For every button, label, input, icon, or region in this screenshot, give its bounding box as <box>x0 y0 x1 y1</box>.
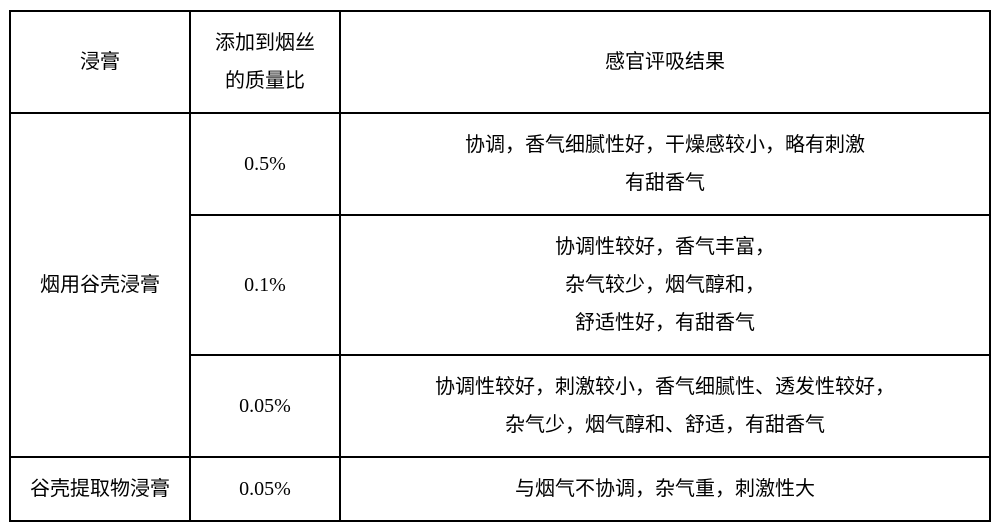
header-result: 感官评吸结果 <box>340 11 990 113</box>
table-header-row: 浸膏 添加到烟丝 的质量比 感官评吸结果 <box>10 11 990 113</box>
header-ratio: 添加到烟丝 的质量比 <box>190 11 340 113</box>
cell-ratio-1: 0.5% <box>190 113 340 215</box>
cell-extract-2: 谷壳提取物浸膏 <box>10 457 190 521</box>
cell-result-4: 与烟气不协调，杂气重，刺激性大 <box>340 457 990 521</box>
result-line: 舒适性好，有甜香气 <box>349 304 981 342</box>
cell-ratio-4: 0.05% <box>190 457 340 521</box>
result-line: 协调性较好，香气丰富， <box>349 228 981 266</box>
table-row: 烟用谷壳浸膏 0.5% 协调，香气细腻性好，干燥感较小，略有刺激 有甜香气 <box>10 113 990 215</box>
header-extract: 浸膏 <box>10 11 190 113</box>
sensory-evaluation-table: 浸膏 添加到烟丝 的质量比 感官评吸结果 烟用谷壳浸膏 0.5% 协调，香气细腻… <box>9 10 991 522</box>
header-ratio-line2: 的质量比 <box>199 62 331 100</box>
cell-result-2: 协调性较好，香气丰富， 杂气较少，烟气醇和， 舒适性好，有甜香气 <box>340 215 990 355</box>
table-row: 谷壳提取物浸膏 0.05% 与烟气不协调，杂气重，刺激性大 <box>10 457 990 521</box>
result-line: 有甜香气 <box>349 164 981 202</box>
cell-extract-1: 烟用谷壳浸膏 <box>10 113 190 457</box>
header-ratio-line1: 添加到烟丝 <box>199 24 331 62</box>
result-line: 杂气少，烟气醇和、舒适，有甜香气 <box>349 406 981 444</box>
result-line: 协调性较好，刺激较小，香气细腻性、透发性较好， <box>349 368 981 406</box>
result-line: 协调，香气细腻性好，干燥感较小，略有刺激 <box>349 126 981 164</box>
cell-result-3: 协调性较好，刺激较小，香气细腻性、透发性较好， 杂气少，烟气醇和、舒适，有甜香气 <box>340 355 990 457</box>
cell-result-1: 协调，香气细腻性好，干燥感较小，略有刺激 有甜香气 <box>340 113 990 215</box>
result-line: 杂气较少，烟气醇和， <box>349 266 981 304</box>
cell-ratio-2: 0.1% <box>190 215 340 355</box>
cell-ratio-3: 0.05% <box>190 355 340 457</box>
